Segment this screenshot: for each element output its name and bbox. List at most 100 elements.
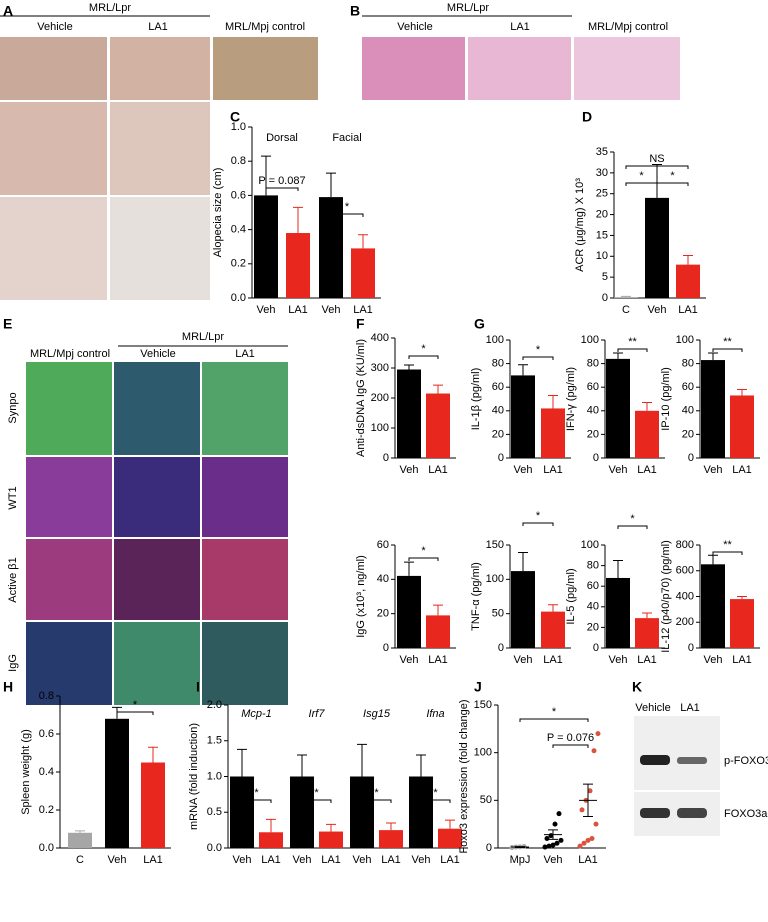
panel-a-photos: MRL/Lpr Vehicle LA1 MRL/Mpj control <box>0 2 318 300</box>
x-tick-label: LA1 <box>732 654 752 666</box>
panel-k-blot: Vehicle LA1 p-FOXO3a FOXO3a <box>634 702 768 836</box>
photo <box>362 37 465 100</box>
y-tick-label: 0 <box>486 842 492 854</box>
y-tick-label: 60 <box>377 539 389 551</box>
y-tick-label: 100 <box>581 539 599 551</box>
significance-label: * <box>254 787 259 799</box>
y-tick-label: 20 <box>587 428 599 440</box>
micrograph <box>114 539 200 620</box>
data-point <box>587 788 593 794</box>
micrograph <box>26 457 112 537</box>
y-tick-label: 0 <box>383 642 389 654</box>
x-tick-label: Veh <box>322 304 341 316</box>
photo-column: MRL/Mpj control <box>588 21 668 33</box>
y-tick-label: 100 <box>371 422 389 434</box>
x-tick-label: MpJ <box>510 854 531 866</box>
data-point <box>542 844 548 850</box>
y-tick-label: 40 <box>587 405 599 417</box>
y-axis-label: mRNA (fold induction) <box>188 723 200 830</box>
micrograph <box>26 362 112 455</box>
panel-e-photos: MRL/Lpr MRL/Mpj control Vehicle LA1 Synp… <box>7 331 288 705</box>
photo-column: Vehicle <box>140 348 175 360</box>
y-tick-label: 80 <box>492 358 504 370</box>
photo-column: MRL/Mpj control <box>225 21 305 33</box>
y-tick-label: 150 <box>486 539 504 551</box>
y-axis-label: IL-5 (pg/ml) <box>565 568 577 624</box>
error-bar <box>548 394 558 409</box>
bar <box>438 828 462 848</box>
x-tick-label: LA1 <box>428 464 448 476</box>
y-tick-label: 0.8 <box>231 155 246 167</box>
significance-label: * <box>552 706 557 718</box>
photo <box>0 37 107 100</box>
y-tick-label: 60 <box>492 381 504 393</box>
significance-label: * <box>639 170 644 182</box>
data-point <box>589 835 595 841</box>
error-bar <box>583 783 593 818</box>
error-bar <box>652 164 662 198</box>
blot-column: LA1 <box>680 702 700 714</box>
bar <box>319 831 343 848</box>
x-tick-label: Veh <box>257 304 276 316</box>
x-tick-label: C <box>76 854 84 866</box>
significance-label: * <box>421 545 426 557</box>
y-tick-label: 50 <box>480 794 492 806</box>
y-axis-label: IgG (x10³, ng/ml) <box>355 555 367 638</box>
bar <box>409 776 433 848</box>
significance-label: P = 0.076 <box>547 732 594 744</box>
y-tick-label: 20 <box>587 621 599 633</box>
photo-column: LA1 <box>510 21 530 33</box>
y-axis-label: Anti-dsDNA IgG (KU/ml) <box>355 339 367 457</box>
error-bar <box>613 559 623 578</box>
photo <box>110 197 210 300</box>
y-tick-label: 0.6 <box>231 189 246 201</box>
data-point <box>577 843 583 849</box>
y-tick-label: 200 <box>371 392 389 404</box>
error-bar <box>404 561 414 576</box>
y-tick-label: 0.0 <box>39 842 54 854</box>
y-tick-label: 150 <box>474 699 492 711</box>
y-axis-label: TNF-α (pg/ml) <box>470 562 482 631</box>
y-tick-label: 80 <box>587 560 599 572</box>
group-label: Isg15 <box>363 708 391 720</box>
blot-column: Vehicle <box>635 702 670 714</box>
micrograph <box>202 539 288 620</box>
bar <box>606 358 630 458</box>
y-tick-label: 15 <box>596 229 608 241</box>
photo-row: Synpo <box>7 392 19 423</box>
error-bar <box>642 612 652 619</box>
bar <box>730 395 754 458</box>
y-tick-label: 20 <box>596 208 608 220</box>
panel-label: J <box>474 679 482 695</box>
blot <box>634 716 720 790</box>
error-bar <box>737 596 747 600</box>
y-tick-label: 0.4 <box>39 766 54 778</box>
micrograph <box>202 362 288 455</box>
x-tick-label: LA1 <box>261 854 281 866</box>
y-tick-label: 1.0 <box>207 770 222 782</box>
error-bar <box>75 830 85 833</box>
data-point <box>595 731 601 737</box>
y-tick-label: 0.2 <box>39 804 54 816</box>
significance-label: * <box>133 699 138 711</box>
significance-label: * <box>314 787 319 799</box>
significance-bracket <box>522 356 554 360</box>
panel-label: I <box>196 679 200 695</box>
y-tick-label: 25 <box>596 188 608 200</box>
significance-bracket <box>361 799 392 803</box>
bar <box>426 393 450 458</box>
significance-bracket <box>519 718 589 722</box>
error-bar <box>613 352 623 359</box>
micrograph <box>202 457 288 537</box>
bar <box>286 233 310 298</box>
x-tick-label: LA1 <box>288 304 308 316</box>
x-tick-label: Veh <box>514 654 533 666</box>
micrograph <box>114 622 200 705</box>
x-tick-label: LA1 <box>143 854 163 866</box>
x-tick-label: Veh <box>514 464 533 476</box>
y-axis-label: IL-12 (p40/p70) (pg/ml) <box>660 540 672 653</box>
x-tick-label: LA1 <box>543 464 563 476</box>
significance-label: ** <box>723 336 732 348</box>
photo-header: MRL/Lpr <box>182 331 225 343</box>
